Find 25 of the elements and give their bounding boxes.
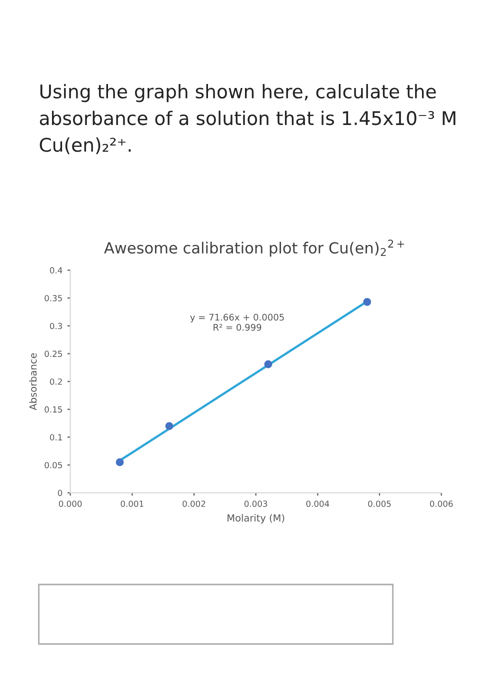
y-tick-label: 0.2 — [50, 378, 62, 385]
y-tick-label: 0.4 — [50, 267, 62, 274]
x-tick-label: 0.001 — [120, 500, 144, 507]
y-tick-label: 0 — [58, 490, 62, 496]
point — [165, 422, 174, 430]
x-tick-label: 0.006 — [430, 500, 453, 507]
x-tick-label: 0.004 — [306, 500, 330, 507]
y-tick-label: 0.25 — [44, 350, 62, 357]
chart-title: Awesome calibration plot for Cu(en)$_{2}$$^{2+}$ — [104, 240, 404, 257]
y-tick-label: 0.05 — [44, 462, 62, 468]
y-tick-label: 0.1 — [50, 434, 62, 440]
x-tick-label: 0.003 — [244, 500, 268, 507]
x-tick-label: 0.000 — [58, 500, 82, 507]
text: Using the graph shown here, calculate the absorbance of a solution that is 1.45x10⁻³ M Cu(en)₂²⁺. — [40, 84, 456, 154]
y-axis-title: Absorbance — [29, 353, 37, 410]
x-tick-label: 0.005 — [368, 500, 391, 507]
point — [264, 360, 272, 368]
x-tick-label: 0.002 — [182, 500, 206, 507]
y-tick-label: 0.3 — [50, 322, 62, 330]
point — [116, 458, 124, 466]
x-axis-title: Molarity (M) — [228, 514, 284, 524]
y-tick-label: 0.35 — [44, 295, 62, 302]
y-tick-label: 0.15 — [44, 406, 62, 413]
point — [363, 298, 372, 306]
annotation: y = 71.66x + 0.0005 R² = 0.999 — [190, 314, 284, 331]
